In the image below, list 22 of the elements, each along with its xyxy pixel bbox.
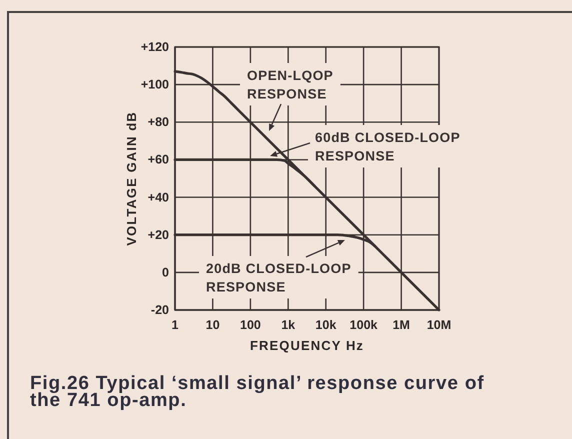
- series-label: 20dB CLOSED-LOOP RESPONSE: [206, 261, 352, 294]
- y-tick-label: +20: [148, 228, 170, 242]
- x-tick-label: 1M: [392, 318, 410, 332]
- y-tick-label: +40: [148, 190, 170, 204]
- y-tick-label: +60: [148, 152, 170, 167]
- series-label: OPEN-LQOP RESPONSE: [247, 68, 334, 102]
- x-tick-label: 10: [206, 318, 220, 332]
- y-tick-label: -20: [150, 303, 170, 317]
- x-tick-label: 10M: [426, 318, 452, 332]
- caption: Fig.26 Typical ‘small signal’ response curve of the 741 op-amp.: [30, 373, 484, 411]
- y-tick-label: +120: [140, 40, 170, 54]
- x-tick-label: 100k: [350, 318, 378, 332]
- y-tick-label: +80: [148, 115, 170, 130]
- x-tick-label: 1: [172, 318, 179, 332]
- y-tick-label: +100: [140, 78, 170, 92]
- x-tick-label: 10k: [315, 318, 336, 332]
- legend-label: 60dB CLOSED-LOOP RESPONSE: [315, 130, 460, 164]
- x-axis-title: FREQUENCY Hz: [250, 338, 364, 353]
- y-axis-title: VOLTAGE GAIN dB: [124, 111, 139, 246]
- x-tick-label: 1k: [281, 318, 296, 332]
- x-tick-label: 100: [240, 318, 261, 332]
- y-tick-label: 0: [162, 265, 170, 280]
